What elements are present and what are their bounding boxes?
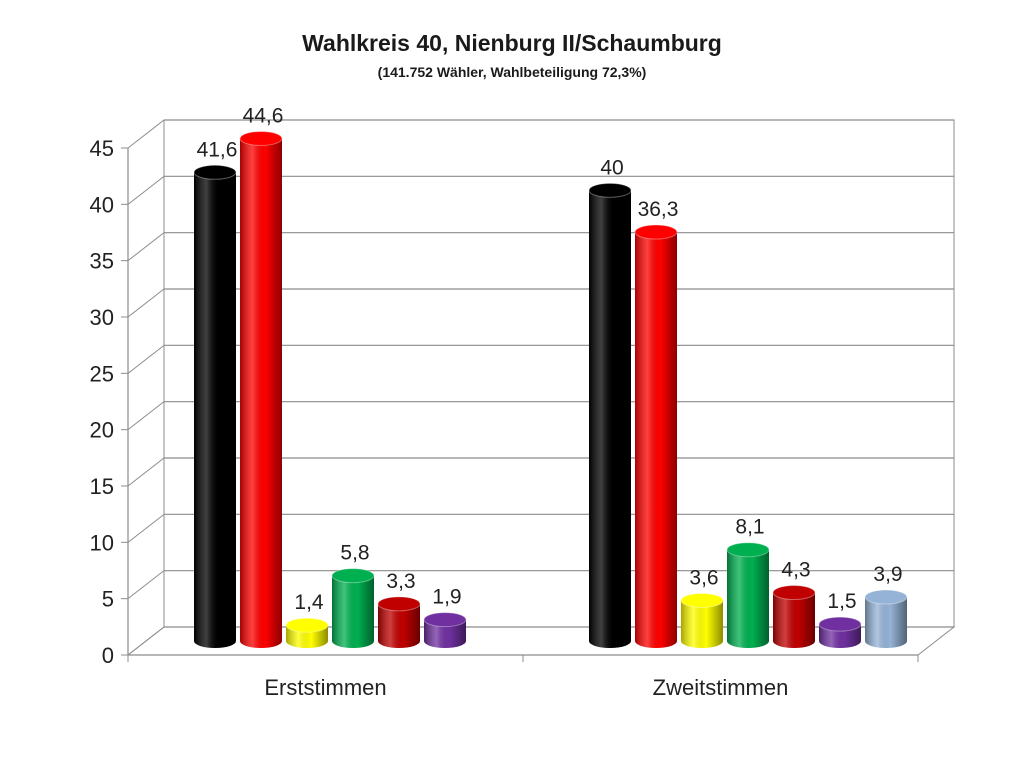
gridline-diagonal — [127, 344, 165, 374]
bar-shading — [589, 190, 631, 649]
bar — [423, 612, 467, 648]
bar — [193, 164, 237, 648]
data-label: 3,3 — [386, 570, 415, 593]
gridline-diagonal — [127, 119, 165, 149]
y-tick-label: 25 — [90, 361, 114, 386]
bar-top — [772, 585, 816, 601]
bar-shading — [865, 597, 907, 648]
bar-shading — [635, 232, 677, 648]
gridline-diagonal — [127, 626, 165, 656]
gridline-diagonal — [127, 457, 165, 487]
bar-top — [634, 224, 678, 240]
bar-top — [331, 568, 375, 584]
bar — [818, 616, 862, 648]
y-tick-label: 35 — [90, 249, 114, 274]
y-tick-label: 45 — [90, 136, 114, 161]
gridline-diagonal — [127, 288, 165, 318]
chart-title: Wahlkreis 40, Nienburg II/Schaumburg — [302, 30, 722, 56]
data-label: 41,6 — [197, 138, 238, 161]
gridline-diagonal — [127, 175, 165, 205]
data-label: 8,1 — [735, 516, 764, 539]
bar-shading — [378, 603, 420, 648]
data-label: 4,3 — [781, 559, 810, 582]
bar-shading — [727, 549, 769, 648]
axes — [121, 147, 919, 662]
bar — [588, 182, 632, 649]
y-tick-label: 15 — [90, 474, 114, 499]
bar — [726, 542, 770, 648]
data-label: 1,4 — [294, 591, 324, 614]
bar-shading — [424, 619, 466, 648]
y-tick-label: 10 — [90, 530, 114, 555]
y-tick-label: 5 — [102, 587, 114, 612]
bar — [864, 589, 908, 648]
gridline-diagonal — [127, 513, 165, 543]
bar-top — [193, 164, 237, 180]
bar — [331, 568, 375, 648]
y-tick-label: 0 — [102, 643, 114, 668]
bar — [680, 592, 724, 648]
data-label: 5,8 — [340, 542, 369, 565]
bar — [377, 596, 421, 648]
bars — [193, 131, 908, 649]
bar-shading — [773, 592, 815, 648]
bar — [285, 617, 329, 648]
bar-top — [588, 182, 632, 198]
bar — [634, 224, 678, 648]
gridline-diagonal — [127, 570, 165, 600]
y-tick-label: 40 — [90, 192, 114, 217]
back-wall — [163, 119, 955, 628]
data-label: 40 — [600, 156, 623, 179]
data-label: 44,6 — [243, 105, 284, 128]
data-label: 3,6 — [689, 566, 718, 589]
bar-shading — [681, 600, 723, 648]
gridline-diagonal — [127, 232, 165, 262]
y-tick-label: 30 — [90, 305, 114, 330]
category-label: Erststimmen — [264, 675, 386, 700]
bar-top — [680, 592, 724, 608]
gridline-diagonal — [127, 401, 165, 431]
bar-shading — [240, 138, 282, 649]
data-label: 36,3 — [638, 198, 679, 221]
y-tick-label: 20 — [90, 418, 114, 443]
bar-top — [818, 616, 862, 632]
bar-top — [285, 617, 329, 633]
bar-top — [726, 542, 770, 558]
data-label: 1,9 — [432, 586, 461, 609]
bar-top — [864, 589, 908, 605]
labels: 0 5 10 15 20 25 30 35 40 45 Erststimmen 41,644,6 1,4… — [90, 105, 903, 700]
bar-shading — [332, 575, 374, 648]
bar-shading — [194, 172, 236, 648]
bar — [772, 585, 816, 648]
bar-top — [239, 131, 283, 147]
chart-subtitle: (141.752 Wähler, Wahlbeteiligung 72,3%) — [377, 64, 647, 80]
bar-top — [377, 596, 421, 612]
bar-top — [423, 612, 467, 628]
data-label: 3,9 — [873, 563, 902, 586]
data-label: 1,5 — [827, 590, 856, 613]
category-label: Zweitstimmen — [653, 675, 789, 700]
bar — [239, 131, 283, 649]
